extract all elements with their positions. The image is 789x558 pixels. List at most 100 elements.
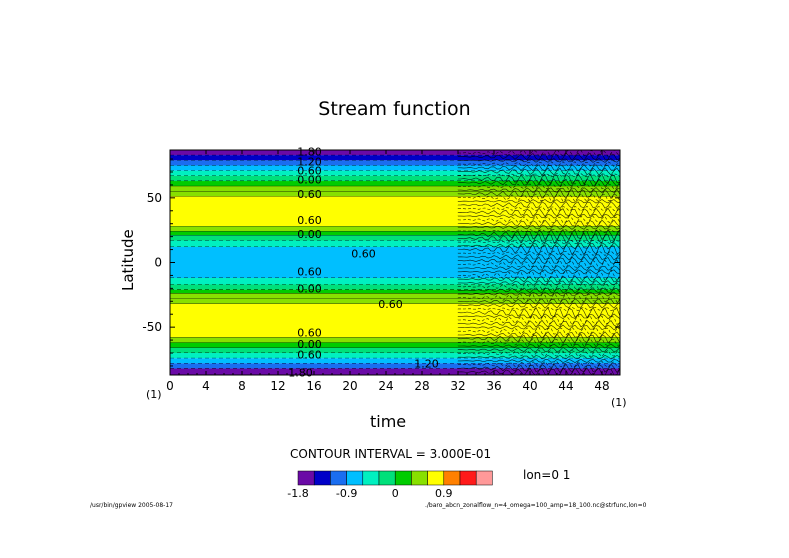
band-15 xyxy=(170,278,620,285)
colorbar-label-3: 0.9 xyxy=(435,487,453,500)
band-23 xyxy=(170,347,620,354)
y-tick-label-1: 0 xyxy=(154,256,162,270)
colorbar-cell-9 xyxy=(443,470,461,486)
turbulent-contour-27 xyxy=(457,250,620,256)
colorbar-cell-8 xyxy=(427,470,445,486)
x-tick-label-1: 4 xyxy=(202,379,210,393)
band-22 xyxy=(170,342,620,348)
contour-label-7: 0.60 xyxy=(351,247,376,260)
x-tick-label-12: 48 xyxy=(594,379,609,393)
turbulent-contour-56 xyxy=(457,358,620,363)
colorbar-label-1: -0.9 xyxy=(336,487,357,500)
x-axis-unit-right: (1) xyxy=(611,396,627,409)
band-7 xyxy=(170,186,620,192)
contour-label-4: 0.60 xyxy=(297,188,322,201)
band-5 xyxy=(170,175,620,182)
band-3 xyxy=(170,165,620,171)
y-axis-ticks: 50 0 -50 xyxy=(142,158,620,367)
band-17 xyxy=(170,289,620,294)
band-0 xyxy=(170,150,620,156)
colorbar-cell-3 xyxy=(346,470,364,486)
chart-title: Stream function xyxy=(318,98,471,120)
colorbar: -1.8 -0.9 0 0.9 xyxy=(287,470,493,500)
x-tick-label-0: 0 xyxy=(166,379,174,393)
contour-label-11: 0.60 xyxy=(297,326,322,339)
contour-label-6: 0.00 xyxy=(297,228,322,241)
turbulent-contour-36 xyxy=(457,282,620,291)
colorbar-cell-5 xyxy=(378,470,396,486)
band-11 xyxy=(170,231,620,236)
band-12 xyxy=(170,235,620,241)
band-18 xyxy=(170,293,620,299)
turbulent-contour-43 xyxy=(457,306,620,319)
turbulent-contour-11 xyxy=(457,188,620,200)
turbulent-contour-49 xyxy=(457,331,620,339)
contour-label-0: 1.80 xyxy=(297,145,322,158)
turbulent-contour-54 xyxy=(457,349,620,358)
turbulent-contour-9 xyxy=(457,182,620,190)
x-tick-label-5: 20 xyxy=(342,379,357,393)
contour-label-5: 0.60 xyxy=(297,214,322,227)
turbulent-contour-39 xyxy=(457,292,620,303)
turbulent-contour-12 xyxy=(457,192,620,203)
turbulent-contour-4 xyxy=(457,164,620,172)
turbulent-contour-35 xyxy=(457,280,620,286)
contour-interval-label: CONTOUR INTERVAL = 3.000E-01 xyxy=(290,447,492,461)
x-tick-label-8: 32 xyxy=(450,379,465,393)
band-10 xyxy=(170,226,620,232)
colorbar-cell-2 xyxy=(330,470,347,486)
contour-label-8: 0.60 xyxy=(297,266,322,279)
turbulent-contour-19 xyxy=(457,219,620,228)
turbulent-contour-3 xyxy=(457,161,620,168)
turbulent-contour-57 xyxy=(457,360,620,369)
turbulent-contour-1 xyxy=(457,152,620,161)
x-tick-label-10: 40 xyxy=(522,379,537,393)
colorbar-cell-6 xyxy=(394,470,412,486)
band-13 xyxy=(170,240,620,247)
turbulent-contour-33 xyxy=(457,269,620,282)
contour-label-13: 0.60 xyxy=(297,348,322,361)
turbulent-contour-14 xyxy=(457,201,620,209)
turbulent-contour-40 xyxy=(457,298,620,305)
longitude-label: lon=0 1 xyxy=(523,468,571,482)
turbulent-contour-53 xyxy=(457,346,620,353)
x-tick-label-2: 8 xyxy=(238,379,246,393)
turbulent-contour-51 xyxy=(457,337,620,347)
turbulent-contour-44 xyxy=(457,313,620,320)
band-26 xyxy=(170,363,620,369)
turbulent-contour-24 xyxy=(457,239,620,245)
contour-label-1: 1.20 xyxy=(297,156,322,169)
colorbar-cell-0 xyxy=(297,470,315,486)
band-19 xyxy=(170,298,620,304)
colorbar-cell-7 xyxy=(411,470,428,486)
turbulent-contour-38 xyxy=(457,291,620,297)
turbulent-contour-31 xyxy=(457,264,620,272)
turbulent-contour-52 xyxy=(457,343,620,349)
turbulent-contour-59 xyxy=(457,367,620,375)
turbulent-contour-20 xyxy=(457,224,620,230)
x-tick-label-11: 44 xyxy=(558,379,573,393)
turbulent-contour-48 xyxy=(457,326,620,336)
colorbar-label-0: -1.8 xyxy=(287,487,308,500)
turbulent-contour-15 xyxy=(457,205,620,212)
turbulent-contour-7 xyxy=(457,173,620,185)
contour-label-3: 0.00 xyxy=(297,174,322,187)
turbulent-contour-32 xyxy=(457,269,620,275)
band-2 xyxy=(170,160,620,166)
turbulent-contour-58 xyxy=(457,363,620,374)
turbulent-contour-18 xyxy=(457,215,620,225)
turbulent-contour-25 xyxy=(457,242,620,250)
turbulent-contour-46 xyxy=(457,319,620,328)
x-tick-label-4: 16 xyxy=(306,379,321,393)
colorbar-label-2: 0 xyxy=(392,487,399,500)
turbulent-contour-29 xyxy=(457,256,620,265)
contour-label-2: 0.60 xyxy=(297,165,322,178)
band-16 xyxy=(170,284,620,290)
turbulent-contour-17 xyxy=(457,213,620,219)
band-9 xyxy=(170,196,620,227)
turbulent-contour-13 xyxy=(457,199,620,204)
band-24 xyxy=(170,353,620,359)
turbulent-contour-26 xyxy=(457,243,620,256)
contour-label-9: 0.00 xyxy=(297,282,322,295)
